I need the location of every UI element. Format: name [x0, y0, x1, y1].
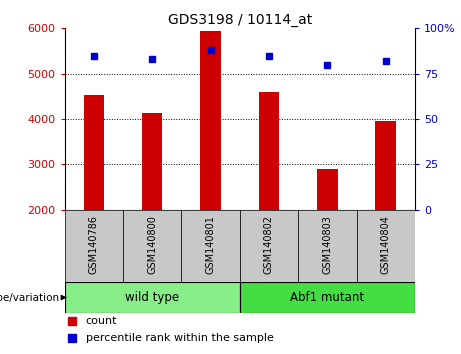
Text: wild type: wild type: [125, 291, 179, 304]
Bar: [65, 282, 240, 313]
Text: GSM140786: GSM140786: [89, 215, 99, 274]
Text: GSM140803: GSM140803: [322, 215, 332, 274]
Bar: [83, 96, 104, 210]
Bar: [259, 92, 279, 210]
Bar: [240, 282, 415, 313]
Text: count: count: [86, 316, 117, 326]
Text: GSM140800: GSM140800: [147, 215, 157, 274]
Bar: [317, 169, 337, 210]
Bar: [240, 210, 298, 282]
Bar: [200, 30, 221, 210]
Text: GSM140801: GSM140801: [206, 215, 216, 274]
Bar: [356, 210, 415, 282]
Bar: [123, 210, 181, 282]
Text: GSM140804: GSM140804: [381, 215, 391, 274]
Bar: [375, 121, 396, 210]
Bar: [65, 210, 123, 282]
Text: genotype/variation: genotype/variation: [0, 292, 60, 303]
Bar: [298, 210, 356, 282]
Bar: [142, 113, 162, 210]
Text: percentile rank within the sample: percentile rank within the sample: [86, 333, 273, 343]
Bar: [181, 210, 240, 282]
Text: Abf1 mutant: Abf1 mutant: [290, 291, 364, 304]
Text: GSM140802: GSM140802: [264, 215, 274, 274]
Title: GDS3198 / 10114_at: GDS3198 / 10114_at: [168, 13, 312, 27]
